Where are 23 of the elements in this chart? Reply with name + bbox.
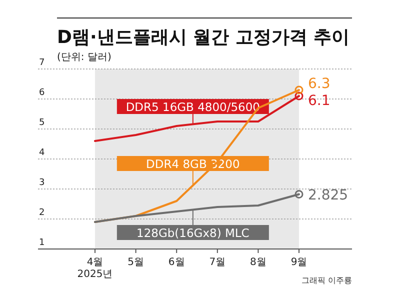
x-tick-label: 4월 2025년: [77, 257, 113, 280]
series-label: 128Gb(16Gx8) MLC: [136, 226, 250, 240]
chart-title: D램·낸드플래시 월간 고정가격 추이: [57, 27, 350, 48]
y-tick-label: 4: [39, 148, 45, 158]
series-label: DDR5 16GB 4800/5600: [126, 100, 260, 114]
x-tick-label: 7월: [209, 257, 226, 268]
y-tick-label: 2: [39, 208, 45, 218]
y-tick-label: 1: [39, 238, 45, 248]
chart-subtitle: (단위: 달러): [57, 52, 112, 63]
y-tick-label: 3: [39, 178, 45, 188]
data-label: 6.3: [308, 76, 330, 92]
x-tick-label: 9월: [290, 257, 308, 268]
data-label: 6.1: [308, 93, 330, 109]
y-tick-label: 5: [39, 118, 45, 128]
y-tick-label: 7: [39, 58, 45, 68]
x-tick-label: 5월: [128, 257, 144, 268]
data-label: 2.825: [308, 187, 348, 204]
x-tick-label: 8월: [250, 257, 266, 268]
x-tick-label: 6월: [168, 257, 185, 268]
text: 그래픽 이주룡: [301, 276, 352, 285]
y-tick-label: 6: [39, 88, 45, 98]
legend-item: 128Gb(16Gx8) MLC: [116, 209, 269, 240]
legend-item: DDR5 16GB 4800/5600: [116, 99, 269, 125]
